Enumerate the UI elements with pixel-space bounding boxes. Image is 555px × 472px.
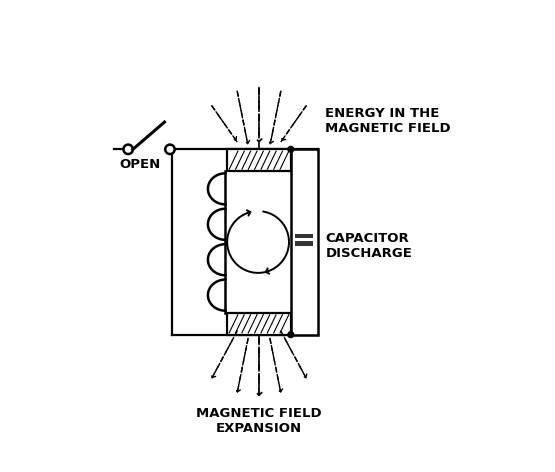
Text: OPEN: OPEN	[119, 159, 160, 171]
Bar	[227, 313, 291, 335]
Circle shape	[165, 144, 175, 154]
Text: MAGNETIC FIELD
EXPANSION: MAGNETIC FIELD EXPANSION	[196, 407, 322, 435]
Bar	[295, 241, 312, 245]
Circle shape	[123, 144, 133, 154]
Circle shape	[288, 332, 294, 337]
Bar	[227, 149, 291, 171]
Circle shape	[288, 146, 294, 152]
Text: ENERGY IN THE
MAGNETIC FIELD: ENERGY IN THE MAGNETIC FIELD	[325, 107, 451, 135]
Text: CAPACITOR
DISCHARGE: CAPACITOR DISCHARGE	[325, 232, 412, 260]
Bar	[291, 149, 318, 335]
Bar	[295, 234, 312, 238]
